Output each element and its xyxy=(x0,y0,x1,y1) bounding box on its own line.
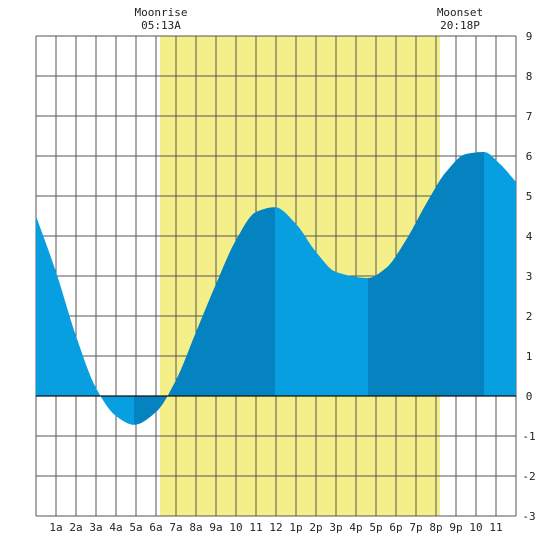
x-tick-label: 1p xyxy=(289,521,302,534)
y-tick-label: -1 xyxy=(522,430,535,443)
x-tick-label: 11 xyxy=(489,521,502,534)
x-tick-label: 8p xyxy=(429,521,442,534)
y-tick-label: 6 xyxy=(526,150,533,163)
moonset-time: 20:18P xyxy=(440,19,480,32)
moonrise-title: Moonrise xyxy=(135,6,188,19)
x-tick-label: 10 xyxy=(229,521,242,534)
y-tick-label: 1 xyxy=(526,350,533,363)
x-tick-label: 3p xyxy=(329,521,342,534)
tide-area-segment xyxy=(134,207,275,425)
x-tick-label: 7p xyxy=(409,521,422,534)
x-tick-label: 5p xyxy=(369,521,382,534)
tide-area-segment xyxy=(484,152,516,396)
y-tick-label: 0 xyxy=(526,390,533,403)
x-tick-label: 2a xyxy=(69,521,82,534)
y-tick-labels: -3 -2 -1 0 1 2 3 4 5 6 7 8 9 xyxy=(522,30,535,523)
tide-layer xyxy=(36,152,516,425)
moonrise-time: 05:13A xyxy=(141,19,181,32)
y-tick-label: 8 xyxy=(526,70,533,83)
x-tick-label: 4a xyxy=(109,521,122,534)
x-tick-label: 10 xyxy=(469,521,482,534)
tide-area-segment xyxy=(368,152,484,396)
x-tick-label: 4p xyxy=(349,521,362,534)
y-tick-label: 4 xyxy=(526,230,533,243)
x-tick-label: 3a xyxy=(89,521,102,534)
x-tick-label: 2p xyxy=(309,521,322,534)
y-tick-label: -2 xyxy=(522,470,535,483)
y-tick-label: -3 xyxy=(522,510,535,523)
x-tick-label: 5a xyxy=(129,521,142,534)
x-tick-label: 11 xyxy=(249,521,262,534)
x-tick-label: 8a xyxy=(189,521,202,534)
x-tick-label: 12 xyxy=(269,521,282,534)
x-tick-label: 6p xyxy=(389,521,402,534)
x-tick-label: 9a xyxy=(209,521,222,534)
tide-area-segment xyxy=(36,216,134,425)
y-tick-label: 9 xyxy=(526,30,533,43)
y-tick-label: 2 xyxy=(526,310,533,323)
x-tick-labels: 1a 2a 3a 4a 5a 6a 7a 8a 9a 10 11 12 1p 2p 3p 4p 5p 6p 7p 8p… xyxy=(49,521,502,534)
y-tick-label: 5 xyxy=(526,190,533,203)
moonset-title: Moonset xyxy=(437,6,483,19)
y-tick-label: 3 xyxy=(526,270,533,283)
x-tick-label: 6a xyxy=(149,521,162,534)
x-tick-label: 7a xyxy=(169,521,182,534)
x-tick-label: 1a xyxy=(49,521,62,534)
tide-area-segment xyxy=(275,207,368,396)
y-tick-label: 7 xyxy=(526,110,533,123)
x-tick-label: 9p xyxy=(449,521,462,534)
